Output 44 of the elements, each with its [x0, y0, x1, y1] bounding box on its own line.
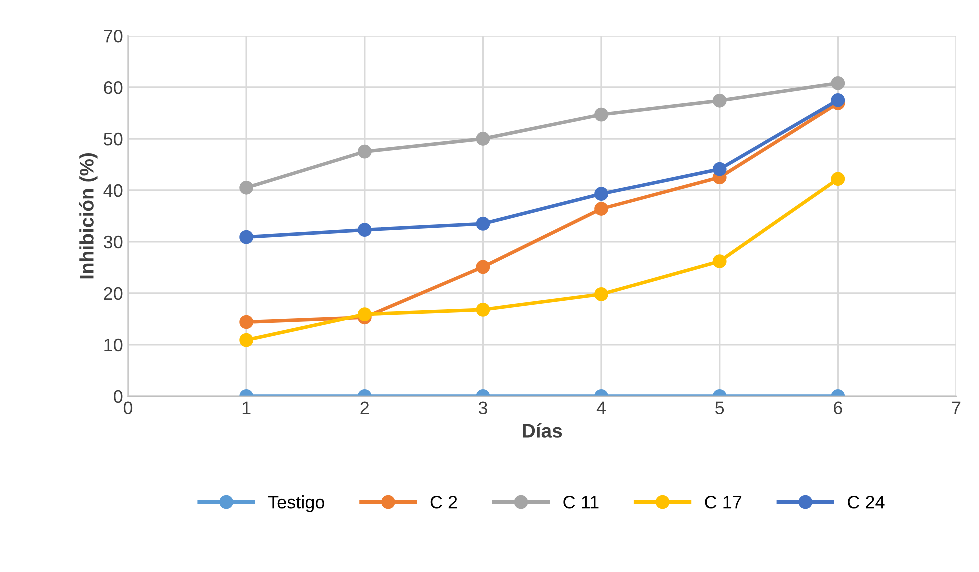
y-tick-label: 40 [104, 184, 123, 198]
point [594, 108, 608, 122]
point [831, 172, 846, 186]
x-tick-label: 1 [242, 402, 251, 414]
point [476, 260, 490, 274]
point [240, 230, 254, 244]
point [358, 308, 372, 322]
x-tick-label: 7 [952, 402, 961, 414]
legend-label: C 24 [848, 496, 885, 509]
point [358, 223, 372, 238]
legend-label: C 17 [705, 496, 742, 509]
point [831, 76, 846, 90]
legend-label: C 2 [430, 496, 458, 509]
y-tick-label: 70 [104, 30, 123, 43]
point [712, 162, 727, 176]
point [476, 132, 490, 146]
point [712, 94, 727, 108]
x-tick-label: 2 [360, 402, 369, 414]
y-tick-label: 30 [104, 236, 123, 249]
point [240, 315, 254, 330]
x-tick-label: 3 [478, 402, 488, 415]
point [240, 180, 254, 195]
y-tick-label: 60 [104, 81, 123, 94]
point [712, 254, 727, 268]
point [831, 93, 846, 108]
x-axis-title: Días [523, 423, 562, 438]
y-axis-title: Inhibición (%) [79, 153, 98, 279]
x-tick-label: 5 [716, 402, 724, 415]
point [476, 216, 490, 231]
x-tick-label: 6 [834, 402, 842, 415]
legend-label: Testigo [268, 496, 324, 512]
x-tick-label: 0 [124, 402, 133, 415]
x-tick-label: 4 [596, 402, 606, 414]
point [594, 288, 608, 302]
point [240, 333, 254, 348]
point [476, 302, 490, 317]
point [358, 144, 372, 159]
y-tick-label: 0 [114, 390, 123, 404]
y-tick-label: 10 [104, 338, 123, 352]
point [594, 187, 608, 202]
point [594, 202, 608, 216]
y-tick-label: 50 [104, 132, 123, 146]
y-tick-label: 20 [104, 287, 123, 300]
legend-label: C 11 [564, 496, 599, 509]
